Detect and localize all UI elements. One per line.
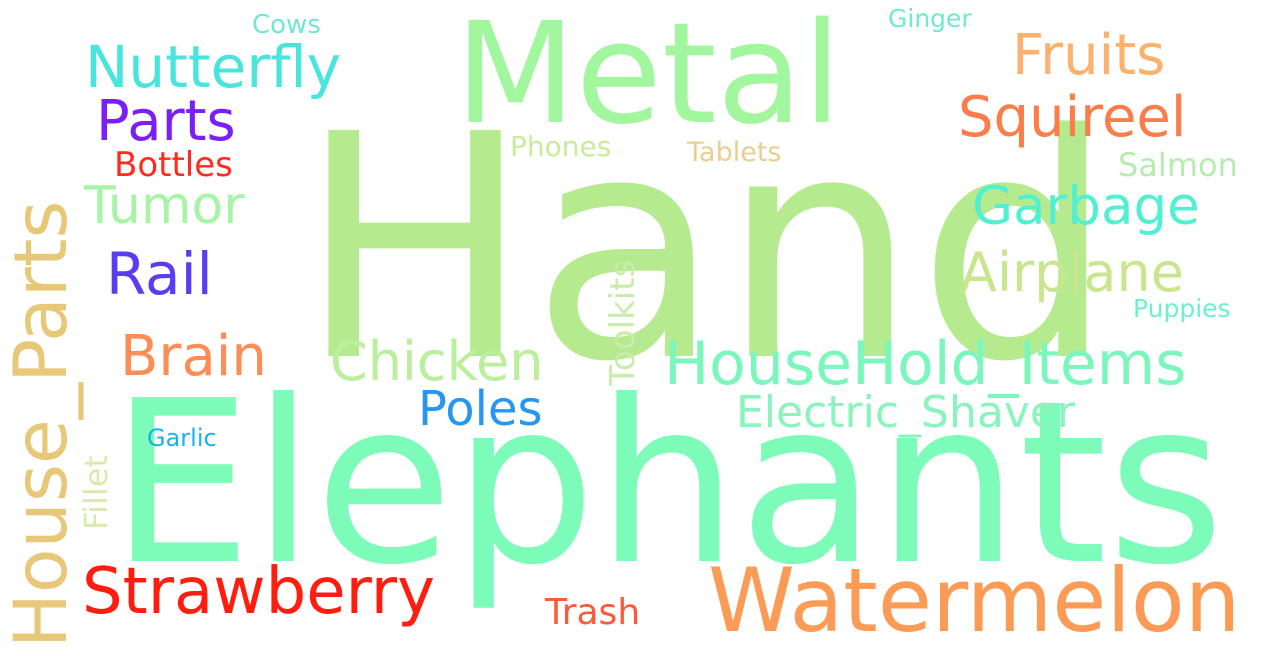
word-parts: Parts [96,89,236,154]
word-garbage: Garbage [972,176,1200,237]
word-hand: Hand [298,69,1115,430]
word-phones: Phones [510,130,612,163]
word-squireel: Squireel [958,85,1187,150]
word-household-items: HouseHold_Items [664,329,1187,399]
word-bottles: Bottles [114,145,233,185]
word-nutterfly: Nutterfly [85,33,342,101]
word-garlic: Garlic [147,424,217,452]
word-trash: Trash [545,592,641,633]
word-rail: Rail [106,240,213,308]
word-ginger: Ginger [888,4,972,33]
word-toolkits: Toolkits [603,259,643,386]
word-fruits: Fruits [1012,23,1166,88]
word-salmon: Salmon [1118,146,1238,184]
word-electric-shaver: Electric_Shaver [736,387,1076,438]
word-puppies: Puppies [1133,294,1231,323]
word-brain: Brain [120,324,267,389]
word-house-parts: House_Parts [0,200,84,648]
word-strawberry: Strawberry [82,555,435,629]
word-metal: Metal [455,0,842,156]
word-tumor: Tumor [84,176,245,236]
word-tablets: Tablets [687,137,782,168]
word-poles: Poles [418,381,543,437]
word-chicken: Chicken [330,330,544,393]
word-airplane: Airplane [960,241,1184,304]
word-watermelon: Watermelon [708,549,1241,652]
word-elephants: Elephants [110,353,1225,615]
word-cows: Cows [252,10,321,40]
word-fillet: Fillet [77,455,115,530]
